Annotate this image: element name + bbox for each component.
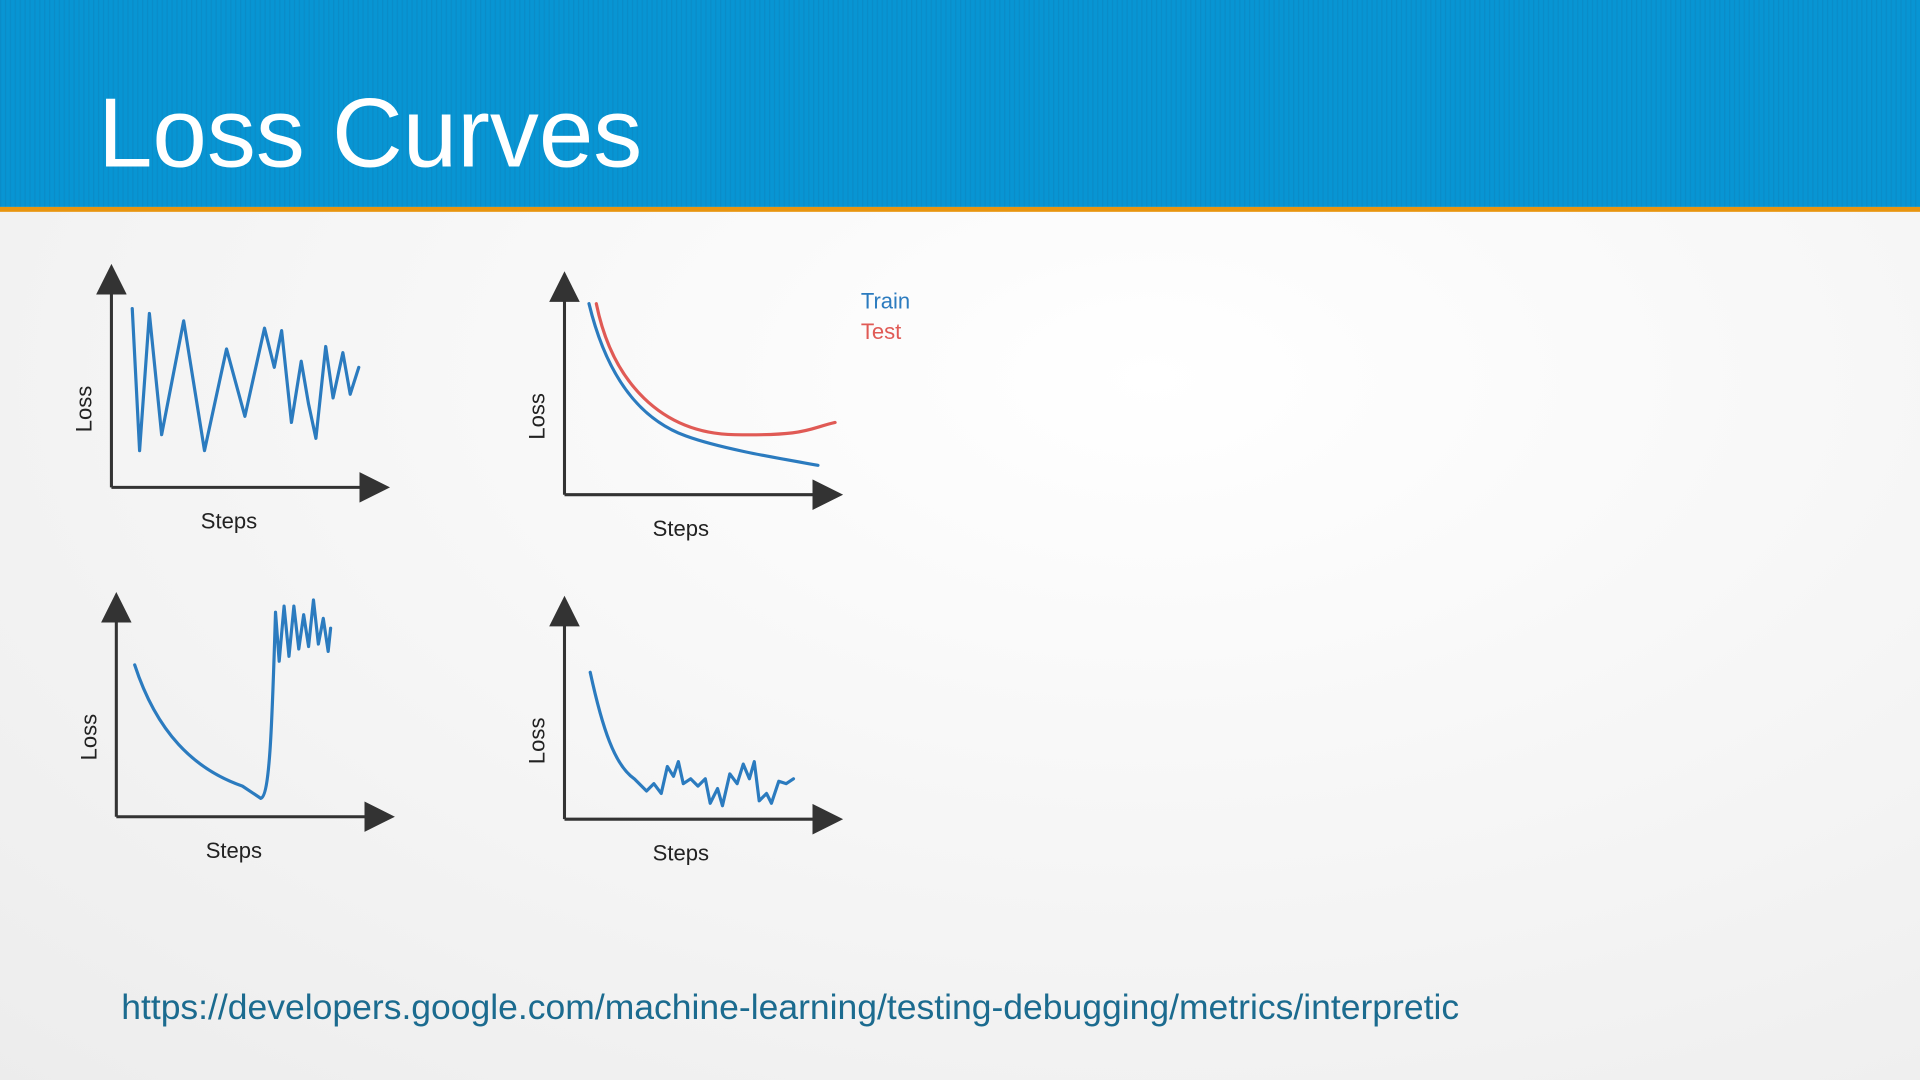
legend-entry: Test: [861, 319, 901, 344]
x-axis-label: Steps: [206, 838, 262, 863]
loss-curve: [130, 306, 361, 453]
loss-curve: [133, 598, 333, 800]
source-url[interactable]: https://developers.google.com/machine-le…: [121, 987, 1459, 1027]
plot-exploding: Loss Steps: [76, 592, 395, 863]
y-axis-label: Loss: [525, 718, 550, 765]
x-axis-label: Steps: [201, 509, 257, 534]
plot-oscillating: Loss Steps: [72, 263, 390, 534]
plot-noisy: Loss Steps: [525, 595, 844, 866]
slide-title: Loss Curves: [98, 78, 642, 188]
y-axis-label: Loss: [72, 386, 97, 433]
y-axis-label: Loss: [76, 714, 101, 761]
legend-entry: Train: [861, 289, 910, 314]
y-axis-label: Loss: [525, 393, 550, 440]
header-bar: [0, 0, 1920, 207]
loss-curve: [588, 670, 796, 808]
test-curve: [594, 302, 837, 437]
train-curve: [587, 302, 820, 467]
x-axis-label: Steps: [653, 516, 709, 541]
header-rule: [0, 206, 1920, 212]
x-axis-label: Steps: [653, 841, 709, 866]
plot-train-test: Loss Steps Train Test: [525, 271, 910, 541]
